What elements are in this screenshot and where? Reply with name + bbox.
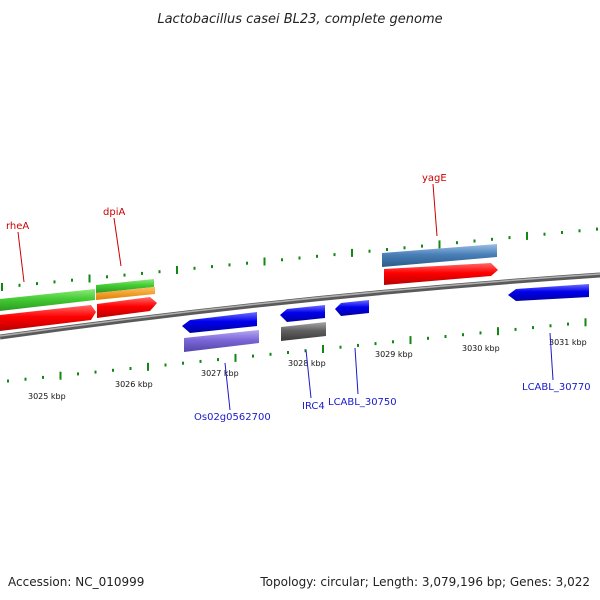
forward-gene-steelblue[interactable] [382,244,497,267]
scale-label-3027: 3027 kbp [201,369,239,378]
leader-LCABL_30770 [549,332,554,381]
gene-label-LCABL_30750[interactable]: LCABL_30750 [328,397,397,408]
map-title: Lactobacillus casei BL23, complete genom… [157,12,442,27]
reverse-gene-gray[interactable] [281,322,326,341]
leader-yagE [432,183,438,237]
reverse-gene-purple[interactable] [184,330,259,352]
gene-label-Os02g0562700[interactable]: Os02g0562700 [194,412,271,423]
forward-gene-green[interactable] [0,289,95,311]
leader-rheA [17,231,25,283]
forward-cds-red-dpiA[interactable] [97,297,157,318]
forward-scale-ticks [1,227,598,291]
scale-label-3029: 3029 kbp [375,350,413,359]
gene-label-dpiA[interactable]: dpiA [103,207,125,218]
topology-text: Topology: circular; Length: 3,079,196 bp… [259,575,590,589]
gene-label-LCABL_30770[interactable]: LCABL_30770 [522,382,591,393]
gene-label-IRC4[interactable]: IRC4 [302,401,325,412]
reverse-gene-blue-1[interactable] [182,312,257,333]
leader-LCABL_30750 [354,347,359,395]
forward-cds-red-yagE[interactable] [384,263,498,285]
scale-label-3028: 3028 kbp [288,359,326,368]
forward-cds-red-left[interactable] [0,305,96,331]
gene-label-yagE[interactable]: yagE [422,173,447,184]
scale-label-3026: 3026 kbp [115,380,153,389]
reverse-gene-blue-3[interactable] [335,300,369,316]
gene-labels: rheA dpiA yagE Os02g0562700 IRC4 LCABL_3… [6,173,591,423]
scale-labels: 3025 kbp 3026 kbp 3027 kbp 3028 kbp 3029… [28,338,587,401]
accession-text: Accession: NC_010999 [8,575,144,589]
leader-dpiA [113,217,122,267]
gene-label-rheA[interactable]: rheA [6,221,29,232]
scale-label-3030: 3030 kbp [462,344,500,353]
reverse-scale-ticks [7,318,587,383]
forward-gene-green-short[interactable] [96,279,154,293]
scale-label-3031: 3031 kbp [549,338,587,347]
leader-IRC4 [305,349,312,399]
reverse-gene-blue-4[interactable] [508,284,589,301]
leader-Os02g0562700 [224,362,231,411]
genome-backbone [0,272,600,340]
reverse-gene-blue-2[interactable] [280,305,325,322]
forward-gene-orange[interactable] [96,287,155,300]
label-leader-lines [17,183,554,411]
scale-label-3025: 3025 kbp [28,392,66,401]
